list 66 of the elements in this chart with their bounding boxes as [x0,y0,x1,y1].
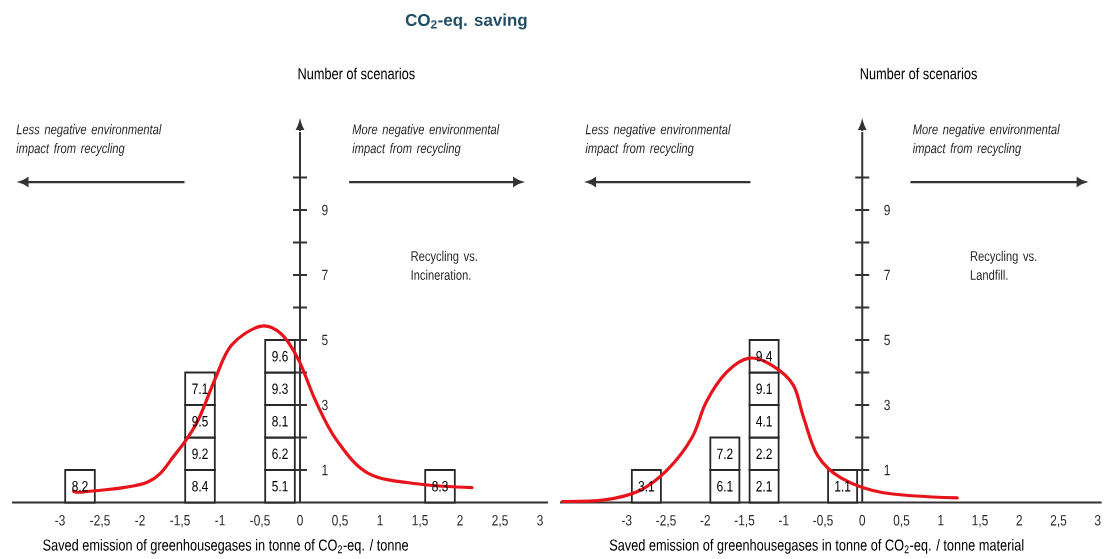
x-tick-label: 1 [938,515,944,526]
x-tick-label: -2 [135,515,145,526]
x-tick-label: 0,5 [893,515,910,528]
y-tick-label: 3 [321,399,328,411]
annotation: 8.4 [192,480,208,492]
y-axis-title: Number of scenarios [860,67,977,80]
chart-title: CO$_{2}$-eq. saving [405,13,527,30]
x-tick-label: 0 [297,515,303,526]
x-tick-label: 3 [1094,515,1101,526]
x-tick-label: 2,5 [1050,515,1067,528]
x-tick-label: 2 [457,515,463,526]
y-tick-label: 1 [884,464,890,476]
y-tick-label: 5 [884,334,890,346]
annotation: 7.2 [717,448,733,459]
annotation: 8.3 [432,480,448,492]
x-tick-label: -3 [621,515,632,526]
x-tick-label: -3 [55,515,65,526]
annotation: 9.1 [756,383,772,395]
x-tick-label: 2,5 [492,515,508,528]
annotation: Recycling vs. Incineration. [411,250,477,280]
annotation: More negative environmental impact from recycling [912,124,1060,156]
x-tick-label: -2,5 [656,515,676,528]
annotation: 9.6 [272,350,288,362]
annotation: More negative environmental impact from recycling [352,124,500,156]
annotation: 6.1 [717,480,733,492]
annotation: 5.1 [272,481,288,492]
y-tick-label: 7 [322,269,328,281]
x-tick-label: -0,5 [250,515,270,528]
annotation: 9.4 [756,350,773,362]
x-tick-label: 0 [859,515,866,526]
x-tick-label: 0,5 [332,515,348,528]
annotation: 4.1 [756,416,772,427]
x-tick-label: -1 [778,515,789,526]
x-tick-label: 3 [537,515,543,526]
x-axis-title: Saved emission of greenhousegases in tonne of CO$_{2}$-eq. / tonne material [609,539,1024,554]
annotation: 9.2 [192,448,208,460]
annotation: 2.2 [756,448,772,459]
annotation: 2.1 [756,481,772,492]
line-series [72,324,474,494]
x-tick-label: 1 [377,515,383,526]
y-tick-label: 1 [322,464,328,476]
annotation: 8.1 [272,415,288,427]
x-tick-label: -0,5 [813,515,833,528]
x-tick-label: -2,5 [90,515,110,528]
x-tick-label: -1 [215,515,225,526]
annotation: 7.1 [192,383,208,394]
annotation: Recycling vs. Landfill. [970,250,1037,280]
y-tick-label: 9 [884,204,890,216]
annotation: 6.2 [272,448,288,460]
x-tick-label: 1,5 [412,515,428,528]
x-tick-label: 2 [1016,515,1022,526]
annotation: 8.2 [72,480,88,492]
x-axis-title: Saved emission of greenhousegases in tonne of CO$_{2}$-eq. / tonne [43,539,409,554]
x-tick-label: 1,5 [972,515,988,528]
annotation: Less negative environmental impact from recycling [16,124,162,156]
y-tick-label: 5 [322,334,328,346]
x-tick-label: -2 [700,515,710,526]
annotation: Less negative environmental impact from recycling [585,124,731,156]
x-tick-label: -1,5 [734,515,755,528]
y-axis-title: Number of scenarios [298,67,415,80]
annotation: 9.3 [272,383,288,395]
y-tick-label: 3 [884,399,890,411]
x-tick-label: -1,5 [170,515,190,528]
y-tick-label: 7 [884,269,890,281]
y-tick-label: 9 [322,204,328,216]
annotation: 1.1 [835,481,851,492]
